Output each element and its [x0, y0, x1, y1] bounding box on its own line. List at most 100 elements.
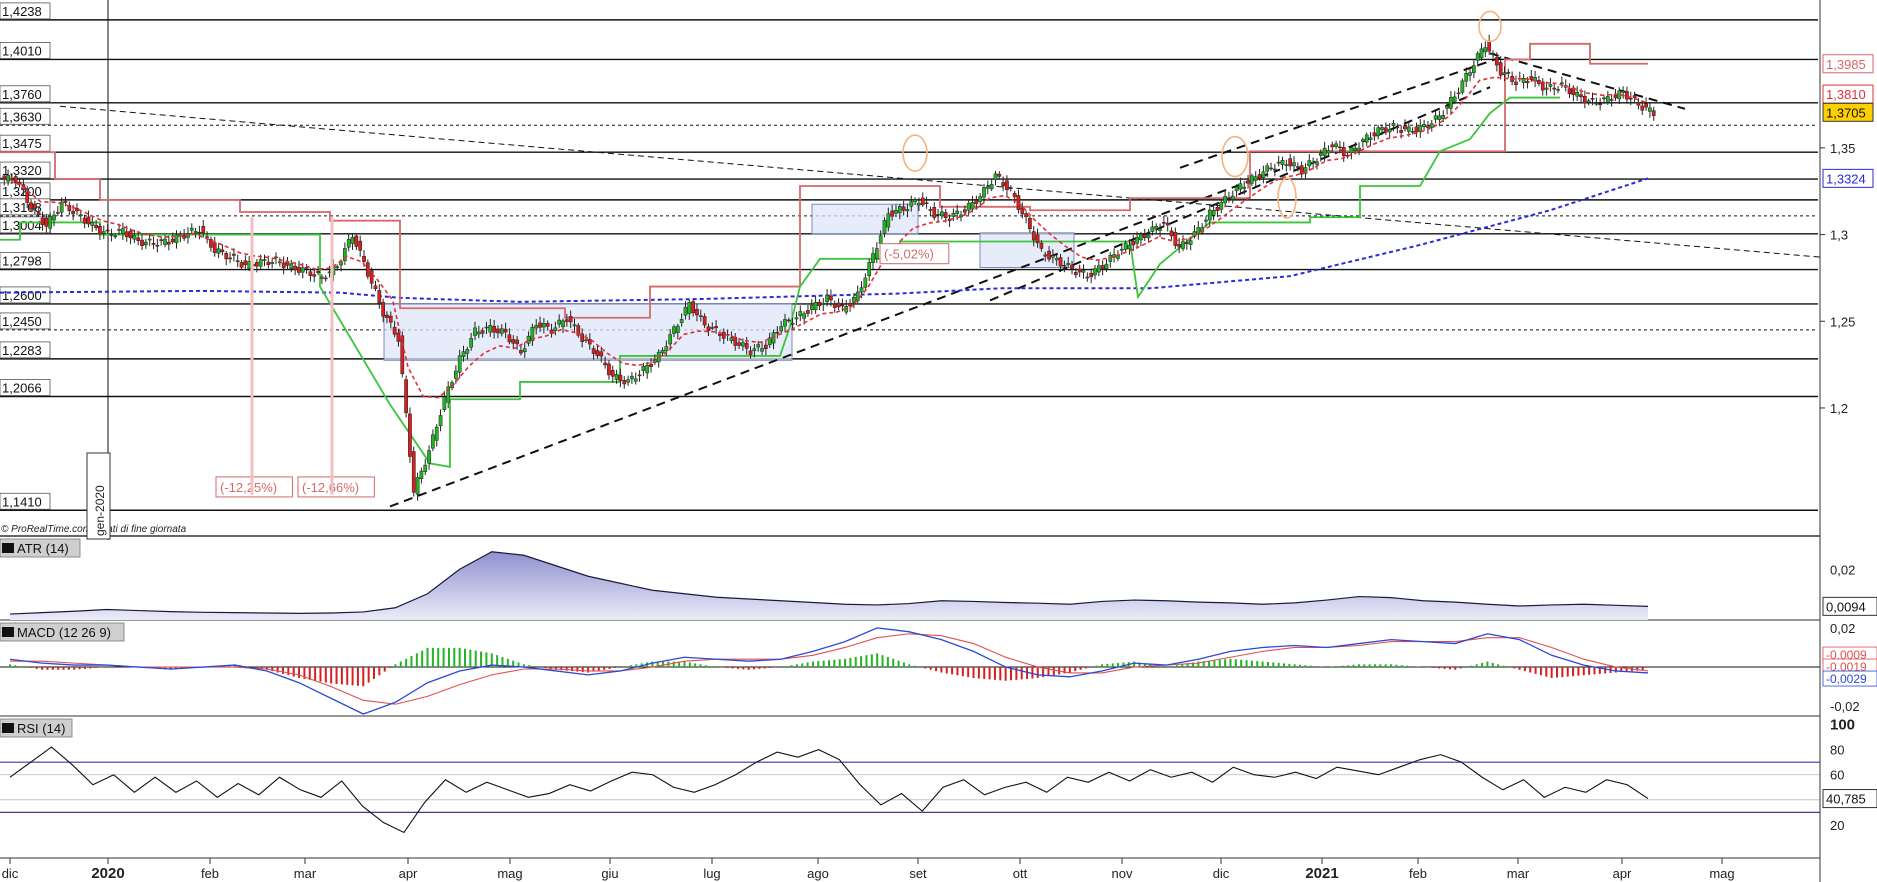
- candle-body: [821, 302, 826, 305]
- candle: [44, 214, 49, 233]
- candle-body: [1227, 197, 1231, 200]
- candle-body: [1452, 96, 1457, 102]
- candle: [1005, 175, 1009, 197]
- candle: [25, 185, 30, 208]
- candle: [1104, 258, 1109, 272]
- candle: [626, 375, 630, 386]
- candle-body: [507, 334, 512, 343]
- candle: [576, 323, 581, 338]
- candle-body: [13, 176, 18, 183]
- x-axis-label: lug: [703, 866, 720, 881]
- candle-body: [1609, 99, 1614, 101]
- candle-body: [963, 209, 967, 213]
- candle-body: [151, 243, 156, 245]
- candle: [1498, 56, 1503, 80]
- candle-body: [1449, 97, 1453, 109]
- candle: [1361, 137, 1365, 148]
- candle: [1158, 223, 1162, 238]
- candle-body: [1586, 100, 1591, 103]
- atr-title-text: ATR (14): [17, 541, 69, 556]
- candle-body: [1284, 164, 1289, 166]
- candle: [545, 320, 550, 331]
- candle-body: [132, 235, 137, 240]
- candle-body: [140, 239, 144, 246]
- x-axis-label: dic: [2, 866, 19, 881]
- level-label-12: 1,2283: [0, 341, 51, 359]
- candle: [595, 345, 600, 359]
- candle: [496, 325, 500, 339]
- candle: [369, 267, 374, 289]
- macd-signal-line: [10, 633, 1649, 705]
- candle-body: [882, 220, 887, 234]
- candle: [932, 202, 937, 221]
- candle-body: [1479, 48, 1484, 58]
- candle: [917, 197, 921, 212]
- candle: [1548, 78, 1553, 92]
- candle-body: [1326, 150, 1331, 154]
- candle-body: [465, 349, 470, 354]
- candle-body: [423, 464, 428, 472]
- candle: [1234, 184, 1239, 198]
- rsi-title-swatch: [2, 723, 14, 733]
- candle: [966, 199, 971, 216]
- candle: [1644, 97, 1648, 111]
- candle-body: [1028, 217, 1032, 229]
- candle-body: [733, 336, 738, 346]
- candle: [36, 207, 41, 217]
- level-label-text: 1,2283: [2, 343, 42, 358]
- candle: [1257, 168, 1262, 181]
- macd-last-label-1: -0,0019: [1826, 660, 1867, 674]
- candle-body: [985, 186, 990, 189]
- x-axis-label: mag: [497, 866, 522, 881]
- candle: [664, 340, 669, 357]
- candle-body: [369, 270, 374, 284]
- candle: [385, 311, 389, 324]
- candle-body: [809, 305, 814, 310]
- candle-body: [67, 205, 72, 212]
- candle-body: [587, 339, 592, 345]
- candle: [1204, 216, 1208, 227]
- candle-body: [6, 175, 10, 182]
- candle: [637, 370, 642, 382]
- candle: [897, 203, 902, 220]
- candle-body: [1077, 268, 1082, 273]
- candle: [499, 324, 504, 337]
- candle: [343, 242, 347, 265]
- level-label-10: 1,2600: [0, 286, 51, 304]
- candle-body: [786, 319, 791, 322]
- candle: [1552, 83, 1557, 96]
- candle-body: [829, 295, 833, 301]
- candle: [1269, 162, 1273, 171]
- level-label-box: [0, 252, 51, 269]
- candle: [212, 236, 217, 257]
- candle-body: [1196, 227, 1201, 235]
- candle-body: [1376, 127, 1381, 137]
- candle: [909, 195, 914, 212]
- candle-body: [442, 396, 447, 410]
- candles: [2, 34, 1656, 501]
- candle: [519, 344, 523, 356]
- candle-body: [626, 379, 630, 383]
- level-label-4: 1,3475: [0, 134, 51, 152]
- candle-body: [1146, 234, 1151, 239]
- candle: [813, 296, 818, 314]
- candle-body: [572, 324, 577, 327]
- candle: [473, 321, 477, 341]
- candle-body: [874, 248, 879, 259]
- candle: [1031, 225, 1036, 247]
- candle-body: [1625, 91, 1629, 100]
- candle: [1058, 253, 1063, 272]
- candle: [415, 472, 420, 501]
- candle: [526, 331, 531, 347]
- candle-body: [1330, 144, 1335, 148]
- candle-body: [1464, 73, 1469, 82]
- candle-body: [737, 342, 741, 346]
- candle: [863, 273, 868, 291]
- level-label-text: 1,3760: [2, 87, 42, 102]
- candle: [1391, 119, 1396, 132]
- candle-body: [1525, 81, 1530, 84]
- candle-body: [1315, 161, 1319, 165]
- level-label-text: 1,4238: [2, 4, 42, 19]
- candle-body: [1100, 265, 1105, 270]
- macd-title-bg: [0, 622, 125, 642]
